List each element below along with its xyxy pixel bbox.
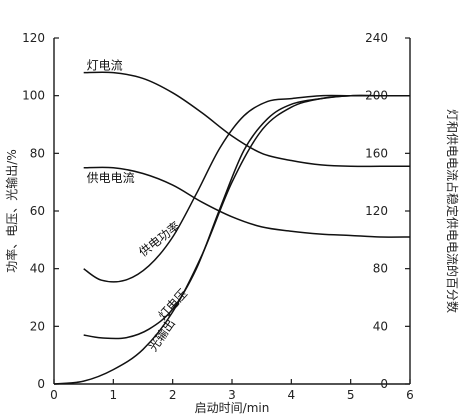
left-y-tick-label: 0 <box>37 377 45 391</box>
supply-current-label: 供电电流 <box>87 171 135 185</box>
light-output-label: 光输出 <box>145 316 178 354</box>
right-y-tick-label: 80 <box>373 262 388 276</box>
lamp-current-label: 灯电流 <box>87 59 123 73</box>
lamp-voltage-curve <box>83 94 410 340</box>
supply-power-label: 供电功率 <box>136 218 183 259</box>
x-tick-label: 6 <box>406 388 414 402</box>
x-tick-label: 4 <box>288 388 296 402</box>
right-y-tick-label: 40 <box>373 319 388 333</box>
x-tick-label: 0 <box>50 388 58 402</box>
supply-current-curve <box>83 166 411 238</box>
left-y-axis-label: 功率、电压、光输出/% <box>4 149 19 272</box>
x-tick-label: 3 <box>228 388 236 402</box>
right-y-tick-label: 240 <box>365 31 388 45</box>
left-y-tick-label: 100 <box>22 89 45 103</box>
x-tick-label: 5 <box>347 388 355 402</box>
right-y-tick-label: 0 <box>380 377 388 391</box>
supply-power-curve <box>83 94 410 283</box>
light-output-curve <box>53 94 410 385</box>
right-y-tick-label: 160 <box>365 146 388 160</box>
lamp-voltage-label: 灯电压 <box>156 286 191 322</box>
left-y-tick-label: 40 <box>30 262 45 276</box>
x-axis-label: 启动时间/min <box>195 401 270 415</box>
left-y-tick-label: 20 <box>30 319 45 333</box>
x-tick-label: 1 <box>110 388 118 402</box>
x-tick-label: 2 <box>169 388 177 402</box>
left-y-tick-label: 80 <box>30 146 45 160</box>
right-y-axis-label: 灯和供电电流占稳定供电电流的百分数 <box>445 109 460 313</box>
left-y-tick-label: 60 <box>30 204 45 218</box>
right-y-tick-label: 120 <box>365 204 388 218</box>
left-y-tick-label: 120 <box>22 31 45 45</box>
